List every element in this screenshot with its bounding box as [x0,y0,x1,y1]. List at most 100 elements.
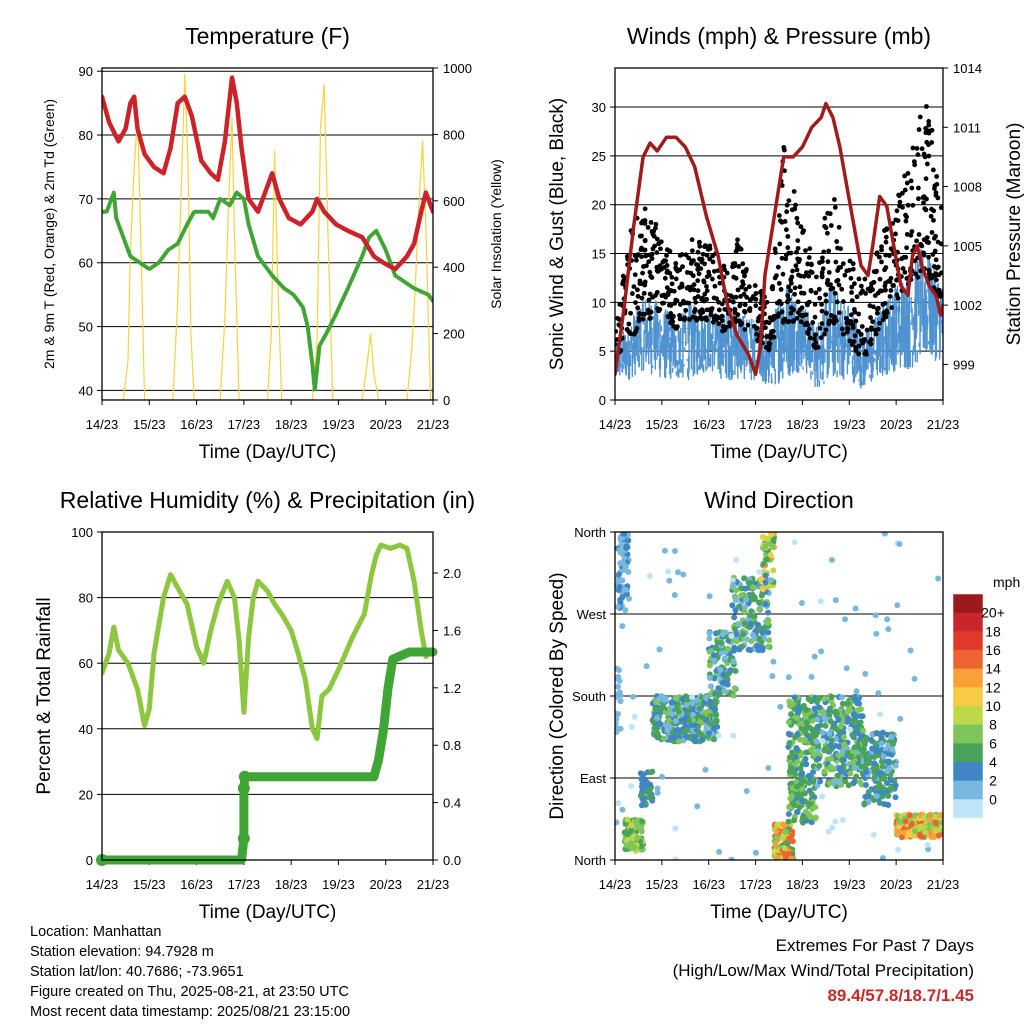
direction-point [700,700,707,707]
gust-point [642,237,648,243]
direction-point [622,607,629,614]
direction-point [797,736,804,743]
direction-point [669,710,676,717]
direction-point [738,592,745,599]
direction-point [631,713,638,720]
direction-point [828,737,835,744]
y-tick-label: North [574,525,606,540]
gust-point [672,300,678,306]
direction-point [845,782,852,789]
direction-point [785,719,792,726]
gust-point [639,220,644,226]
gust-points [615,104,943,362]
direction-point [886,765,893,772]
y-tick-label: 25 [592,149,606,164]
direction-point [622,586,629,593]
gust-point [724,270,730,276]
direction-point [733,631,740,638]
gust-point [789,305,794,311]
colorbar-label: 10 [985,698,1001,714]
direction-point [833,725,840,732]
gust-point [640,316,646,322]
y-tick-label: West [577,607,607,622]
gust-point [823,292,829,298]
gust-point [773,250,778,255]
direction-point [688,722,695,729]
gust-point [795,310,801,316]
direction-point [667,724,674,731]
direction-point [803,719,810,726]
direction-point [764,643,771,650]
gust-point [731,299,736,305]
direction-point [863,768,870,775]
gust-point [914,145,920,151]
gust-point [780,319,786,325]
gust-point [848,312,854,318]
gust-point [654,264,660,270]
gust-point [905,170,911,176]
direction-point [668,734,675,741]
gust-point [732,307,738,312]
gust-point [835,268,841,273]
direction-point [765,609,772,616]
direction-point [810,727,817,734]
gust-point [877,320,883,326]
chart-title: Relative Humidity (%) & Precipitation (i… [60,487,475,513]
direction-point [822,722,829,729]
gust-point [644,263,649,269]
gust-point [743,286,749,292]
gust-point [916,127,922,132]
direction-point [696,705,703,712]
direction-point [917,833,924,840]
direction-point [892,762,899,769]
direction-point [756,599,763,606]
gust-point [921,151,927,157]
direction-point [885,792,892,799]
direction-point [711,736,718,743]
gust-point [826,320,832,326]
colorbar-swatch [953,743,983,763]
colorbar-label: 20+ [981,605,1005,621]
gust-point [847,258,853,264]
x-tick-label: 18/23 [275,877,308,892]
direction-point [840,734,847,741]
gust-point [848,275,854,281]
direction-point [758,592,765,599]
gust-point [647,252,652,258]
direction-point [762,601,769,608]
gust-point [740,261,746,267]
gust-point [702,261,707,267]
direction-point [703,724,710,731]
gust-point [811,342,817,348]
direction-point [845,700,852,707]
direction-point [699,736,706,743]
y-tick-label: 100 [71,525,93,540]
direction-point [799,770,806,777]
humidity-precip-panel: 0 20 40 60 80 100 0.0 0.4 0.8 1.2 1.6 2.0 14/23 15/23… [34,487,475,923]
gust-point [727,323,732,329]
direction-point [872,740,879,747]
direction-point [871,774,878,781]
direction-point [728,856,735,860]
gust-point [847,338,853,344]
direction-point [815,704,822,711]
direction-point [794,758,801,765]
gust-point [784,202,790,208]
direction-point [680,571,687,578]
y-tick-label: South [572,689,606,704]
direction-point [880,753,887,760]
x-tick-label: 14/23 [599,877,632,892]
latest-timestamp: Most recent data timestamp: 2025/08/21 2… [30,1004,351,1020]
direction-point [843,708,850,715]
gust-point [710,259,716,265]
gust-point [697,243,703,249]
direction-point [808,698,815,705]
gust-point [707,256,713,262]
gust-point [702,244,707,250]
direction-point [879,855,886,860]
gust-point [808,288,814,294]
gust-point [910,145,916,151]
x-tick-label: 19/23 [322,877,355,892]
gust-point [700,251,706,257]
gust-point [632,272,638,278]
